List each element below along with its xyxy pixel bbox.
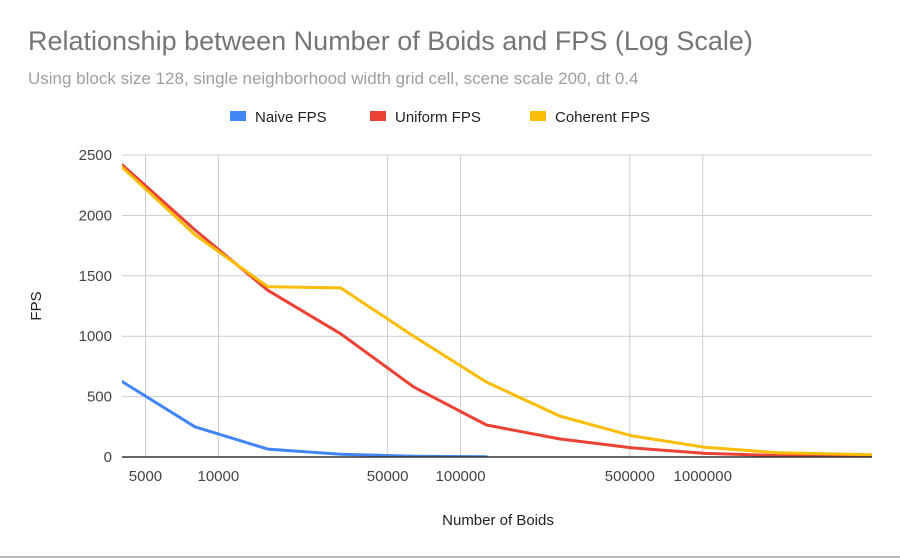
legend-label: Coherent FPS (555, 109, 650, 126)
x-tick-label: 100000 (436, 468, 486, 485)
legend-label: Uniform FPS (395, 109, 481, 126)
gridlines (122, 154, 872, 457)
y-tick-label: 500 (87, 389, 112, 406)
y-tick-label: 0 (104, 449, 112, 466)
x-tick-label: 1000000 (674, 468, 732, 485)
legend: Naive FPS Uniform FPS Coherent FPS (230, 109, 650, 126)
series-line-coherent-fps (122, 165, 872, 457)
series-line-uniform-fps (122, 163, 872, 457)
x-tick-label: 5000 (129, 468, 162, 485)
y-tick-label: 1500 (79, 268, 112, 285)
y-tick-labels: 0 500 1000 1500 2000 2500 (79, 147, 112, 466)
chart-subtitle: Using block size 128, single neighborhoo… (28, 69, 639, 88)
legend-swatch (370, 111, 386, 121)
x-tick-labels: 5000 10000 50000 100000 500000 1000000 (129, 468, 732, 485)
y-axis-title: FPS (28, 291, 45, 320)
chart-title: Relationship between Number of Boids and… (28, 26, 753, 56)
legend-swatch (230, 111, 246, 121)
x-tick-label: 10000 (198, 468, 240, 485)
y-tick-label: 1000 (79, 328, 112, 345)
legend-swatch (530, 111, 546, 121)
x-axis-title: Number of Boids (442, 512, 554, 529)
series-line-naive-fps (122, 380, 488, 457)
legend-label: Naive FPS (255, 109, 327, 126)
series-layer (122, 163, 872, 457)
y-tick-label: 2500 (79, 147, 112, 164)
x-tick-label: 50000 (367, 468, 409, 485)
y-tick-label: 2000 (79, 207, 112, 224)
x-tick-label: 500000 (605, 468, 655, 485)
